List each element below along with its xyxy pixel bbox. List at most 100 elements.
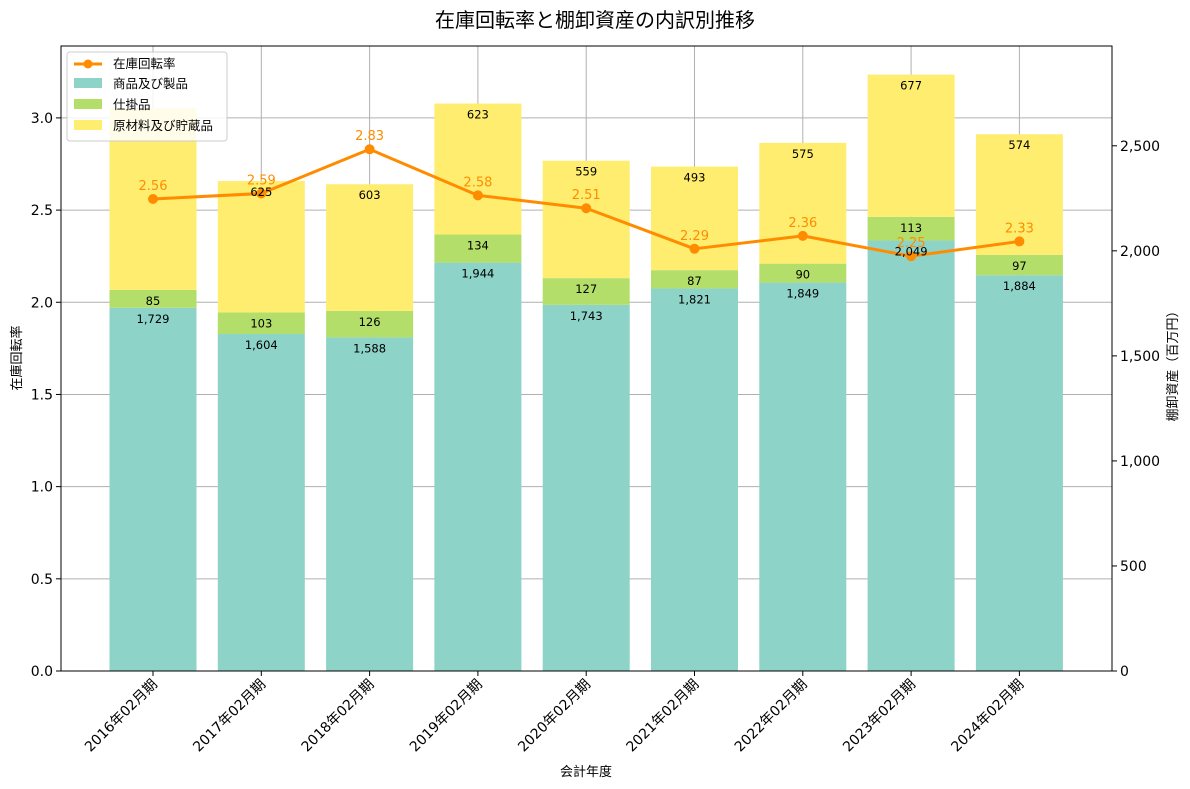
y-left-tick-label: 2.5 — [31, 203, 53, 219]
y-right-tick-label: 2,000 — [1120, 244, 1160, 260]
bar-segment — [759, 142, 847, 264]
bar-value-label: 1,849 — [786, 287, 819, 301]
bar-value-label: 1,729 — [137, 312, 170, 326]
bar-value-label: 559 — [575, 165, 597, 179]
x-tick-label: 2017年02月期 — [190, 677, 269, 756]
bar-segment — [109, 307, 197, 671]
bar-value-label: 1,604 — [245, 338, 278, 352]
legend-label-turnover: 在庫回転率 — [113, 56, 176, 71]
legend-label-wip: 仕掛品 — [113, 97, 151, 112]
bar-value-label: 126 — [359, 315, 381, 329]
turnover-value-label: 2.56 — [139, 179, 168, 194]
legend-swatch-materials — [74, 120, 102, 130]
legend-swatch-goods — [74, 78, 102, 88]
bar-value-label: 134 — [467, 238, 489, 252]
y-left-tick-label: 0.0 — [31, 664, 53, 680]
bar-value-label: 1,821 — [678, 292, 711, 306]
bar-segment — [109, 289, 197, 308]
turnover-point — [256, 188, 267, 199]
legend-box — [66, 51, 228, 142]
turnover-value-label: 2.36 — [788, 216, 817, 231]
bar-segment — [326, 184, 414, 311]
y-left-tick-label: 3.0 — [31, 111, 53, 127]
turnover-line — [148, 144, 1025, 262]
x-tick-label: 2024年02月期 — [948, 677, 1027, 756]
bar-value-label: 87 — [687, 274, 702, 288]
turnover-value-label: 2.83 — [355, 129, 384, 144]
bar-value-label: 1,884 — [1003, 279, 1036, 293]
bar-segment — [759, 263, 847, 283]
y-axis-right-label: 棚卸資産（百万円） — [1165, 304, 1181, 421]
y-left-tick-label: 1.0 — [31, 480, 53, 496]
turnover-value-label: 2.51 — [572, 188, 601, 203]
bar-value-label: 575 — [792, 147, 814, 161]
turnover-point — [148, 194, 158, 205]
bar-segment — [217, 312, 305, 335]
bar-value-label: 1,588 — [353, 341, 386, 355]
chart-title: 在庫回転率と棚卸資産の内訳別推移 — [435, 8, 755, 32]
x-tick-label: 2021年02月期 — [624, 677, 703, 756]
y-right-tick-label: 500 — [1120, 559, 1147, 575]
bar-value-label: 625 — [250, 185, 272, 199]
x-axis-label: 会計年度 — [560, 764, 612, 780]
bar-segment — [326, 310, 414, 338]
bar-value-label: 113 — [900, 221, 922, 235]
legend: 在庫回転率 商品及び製品 仕掛品 原材料及び貯蔵品 — [66, 51, 228, 142]
y-axis-left-label: 在庫回転率 — [9, 325, 25, 390]
y-left-tick-label: 0.5 — [31, 572, 53, 588]
legend-label-materials: 原材料及び貯蔵品 — [113, 118, 213, 133]
bar-segment — [975, 275, 1063, 671]
bar-segment — [651, 288, 738, 671]
bar-segment — [326, 337, 414, 671]
turnover-value-label: 2.33 — [1005, 221, 1034, 236]
bar-value-label: 574 — [1008, 138, 1030, 152]
x-tick-label: 2016年02月期 — [82, 677, 161, 756]
bar-value-label: 493 — [684, 171, 706, 185]
bar-segment — [867, 74, 955, 217]
turnover-point — [364, 144, 375, 155]
bar-value-label: 1,743 — [570, 309, 603, 323]
x-tick-label: 2020年02月期 — [515, 677, 594, 756]
turnover-point — [797, 230, 808, 241]
bar-segment — [434, 262, 522, 671]
data-labels: 1,729 1,604 1,588 1,944 1,743 1,821 1,849 2,049… — [137, 79, 1036, 356]
x-tick-label: 2018年02月期 — [299, 677, 378, 756]
bar-value-label: 1,944 — [461, 267, 494, 281]
bar-segment — [867, 216, 955, 241]
bar-value-label: 677 — [900, 79, 922, 93]
bars — [109, 74, 1063, 671]
x-tick-label: 2023年02月期 — [840, 677, 919, 756]
bar-segment — [542, 304, 630, 671]
bar-value-label: 85 — [146, 294, 161, 308]
bar-value-label: 127 — [575, 282, 597, 296]
x-tick-label: 2022年02月期 — [732, 677, 811, 756]
y-right-tick-label: 1,000 — [1120, 454, 1160, 470]
bar-segment — [867, 240, 955, 671]
bar-segment — [651, 270, 738, 289]
y-left-tick-label: 1.5 — [31, 387, 53, 403]
legend-swatch-wip — [74, 99, 102, 109]
bar-value-label: 97 — [1012, 259, 1027, 273]
bar-segment — [975, 254, 1063, 276]
y-right-tick-label: 1,500 — [1120, 349, 1160, 365]
bar-value-label: 2,049 — [895, 245, 928, 259]
bar-segment — [434, 234, 522, 263]
bar-segment — [542, 278, 630, 305]
y-right-tick-label: 0 — [1120, 664, 1129, 680]
legend-label-goods: 商品及び製品 — [113, 76, 188, 91]
bar-segment — [217, 181, 305, 313]
turnover-point — [472, 190, 483, 201]
turnover-point — [689, 243, 700, 254]
turnover-value-label: 2.59 — [247, 173, 276, 188]
bar-segment — [217, 334, 305, 671]
bar-segment — [759, 282, 847, 671]
bar-value-label: 103 — [250, 316, 272, 330]
turnover-value-label: 2.29 — [680, 229, 709, 244]
turnover-point — [906, 251, 917, 262]
bar-segment — [975, 134, 1063, 255]
turnover-point — [1014, 236, 1025, 247]
y-right-tick-label: 2,500 — [1120, 139, 1160, 155]
legend-line-marker — [83, 59, 93, 69]
bar-value-label: 623 — [467, 108, 489, 122]
